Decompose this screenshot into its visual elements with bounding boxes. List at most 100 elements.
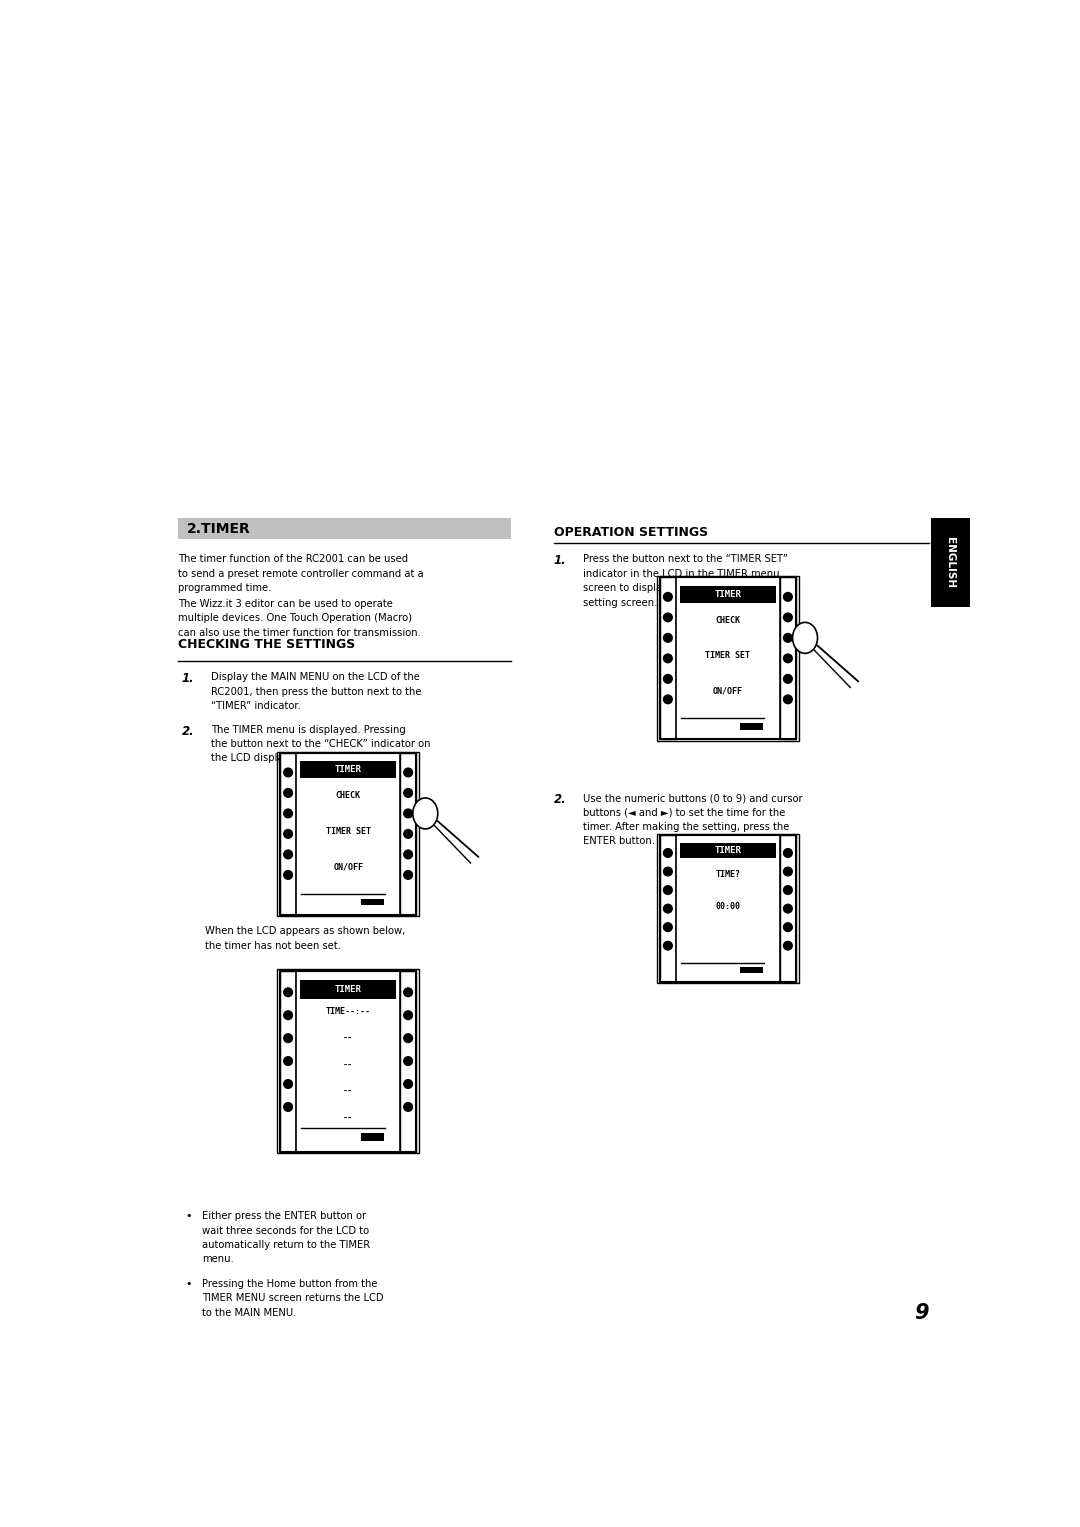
Circle shape [783,904,793,913]
Circle shape [663,675,672,683]
Circle shape [284,870,293,880]
Text: CHECKING THE SETTINGS: CHECKING THE SETTINGS [177,638,355,651]
Bar [300,980,396,999]
Bar [300,760,396,779]
Circle shape [783,867,793,876]
Bar [281,971,416,1151]
Circle shape [404,870,413,880]
Circle shape [404,768,413,777]
Text: •: • [186,1280,192,1289]
Text: --: -- [343,1087,353,1096]
Text: OPERATION SETTINGS: OPERATION SETTINGS [554,527,707,539]
Bar [657,834,799,983]
Circle shape [404,788,413,797]
Ellipse shape [793,623,818,654]
Text: TIMER SET: TIMER SET [326,828,370,835]
Bar [657,576,799,741]
Circle shape [663,695,672,704]
Circle shape [284,768,293,777]
Circle shape [284,788,293,797]
Circle shape [663,922,672,931]
Text: TIMER: TIMER [715,846,741,855]
Bar [281,753,296,915]
Bar [278,970,419,1153]
Circle shape [284,1057,293,1066]
Text: The TIMER menu is displayed. Pressing
the button next to the “CHECK” indicator o: The TIMER menu is displayed. Pressing th… [211,724,431,764]
Bar [931,518,970,606]
Bar [676,835,780,982]
Text: Either press the ENTER button or
wait three seconds for the LCD to
automatically: Either press the ENTER button or wait th… [202,1211,370,1264]
Bar [676,577,780,739]
Bar [679,843,775,858]
Text: Display the MAIN MENU on the LCD of the
RC2001, then press the button next to th: Display the MAIN MENU on the LCD of the … [211,672,421,712]
Circle shape [783,849,793,857]
Text: ON/OFF: ON/OFF [713,687,743,696]
Text: CHECK: CHECK [715,615,741,625]
Text: TIMER: TIMER [335,765,362,774]
Circle shape [783,695,793,704]
Text: 00:00: 00:00 [715,902,741,912]
Ellipse shape [413,799,437,829]
Circle shape [284,809,293,818]
Bar [660,835,796,982]
Text: ON/OFF: ON/OFF [333,863,363,872]
Bar [361,898,383,906]
Text: When the LCD appears as shown below,
the timer has not been set.: When the LCD appears as shown below, the… [205,927,405,951]
Circle shape [284,1011,293,1020]
Text: TIMER SET: TIMER SET [705,652,751,660]
Text: Press the button next to the “TIMER SET”
indicator in the LCD in the TIMER menu
: Press the button next to the “TIMER SET”… [583,554,788,608]
Bar [296,971,401,1151]
Text: The timer function of the RC2001 can be used
to send a preset remote controller : The timer function of the RC2001 can be … [177,554,423,592]
Circle shape [663,654,672,663]
Circle shape [783,612,793,621]
Text: --: -- [343,1034,353,1043]
Circle shape [663,634,672,643]
Circle shape [404,829,413,838]
Bar [401,753,416,915]
Circle shape [404,988,413,997]
Bar [281,971,296,1151]
Bar [401,971,416,1151]
Bar [741,722,764,730]
Circle shape [284,1080,293,1089]
Text: 2.: 2. [181,724,194,738]
Circle shape [284,851,293,858]
Circle shape [404,1080,413,1089]
Bar [660,577,796,739]
Circle shape [663,867,672,876]
Text: TIME--:--: TIME--:-- [326,1008,370,1017]
Text: Pressing the Home button from the
TIMER MENU screen returns the LCD
to the MAIN : Pressing the Home button from the TIMER … [202,1280,384,1318]
Circle shape [284,1102,293,1112]
Circle shape [663,941,672,950]
Circle shape [783,675,793,683]
Circle shape [284,1034,293,1043]
Circle shape [404,1102,413,1112]
Bar [177,518,511,539]
Bar [296,753,401,915]
Text: •: • [186,1211,192,1222]
Bar [361,1133,383,1141]
Text: TIMER: TIMER [335,985,362,994]
Circle shape [783,922,793,931]
Text: --: -- [343,1060,353,1069]
Text: 1.: 1. [181,672,194,686]
Circle shape [404,809,413,818]
Text: ENGLISH: ENGLISH [945,538,956,588]
Bar [741,967,764,973]
Bar [660,577,676,739]
Text: TIME?: TIME? [715,870,741,878]
Bar [660,835,676,982]
Circle shape [284,988,293,997]
Bar [679,585,775,603]
Text: TIMER: TIMER [715,589,741,599]
Text: 2.TIMER: 2.TIMER [187,522,251,536]
Circle shape [663,904,672,913]
Text: Use the numeric buttons (0 to 9) and cursor
buttons (◄ and ►) to set the time fo: Use the numeric buttons (0 to 9) and cur… [583,793,802,846]
Circle shape [404,851,413,858]
Text: 1.: 1. [554,554,566,568]
Bar [780,577,796,739]
Circle shape [404,1011,413,1020]
Circle shape [284,829,293,838]
Circle shape [783,592,793,602]
Text: --: -- [343,1113,353,1122]
